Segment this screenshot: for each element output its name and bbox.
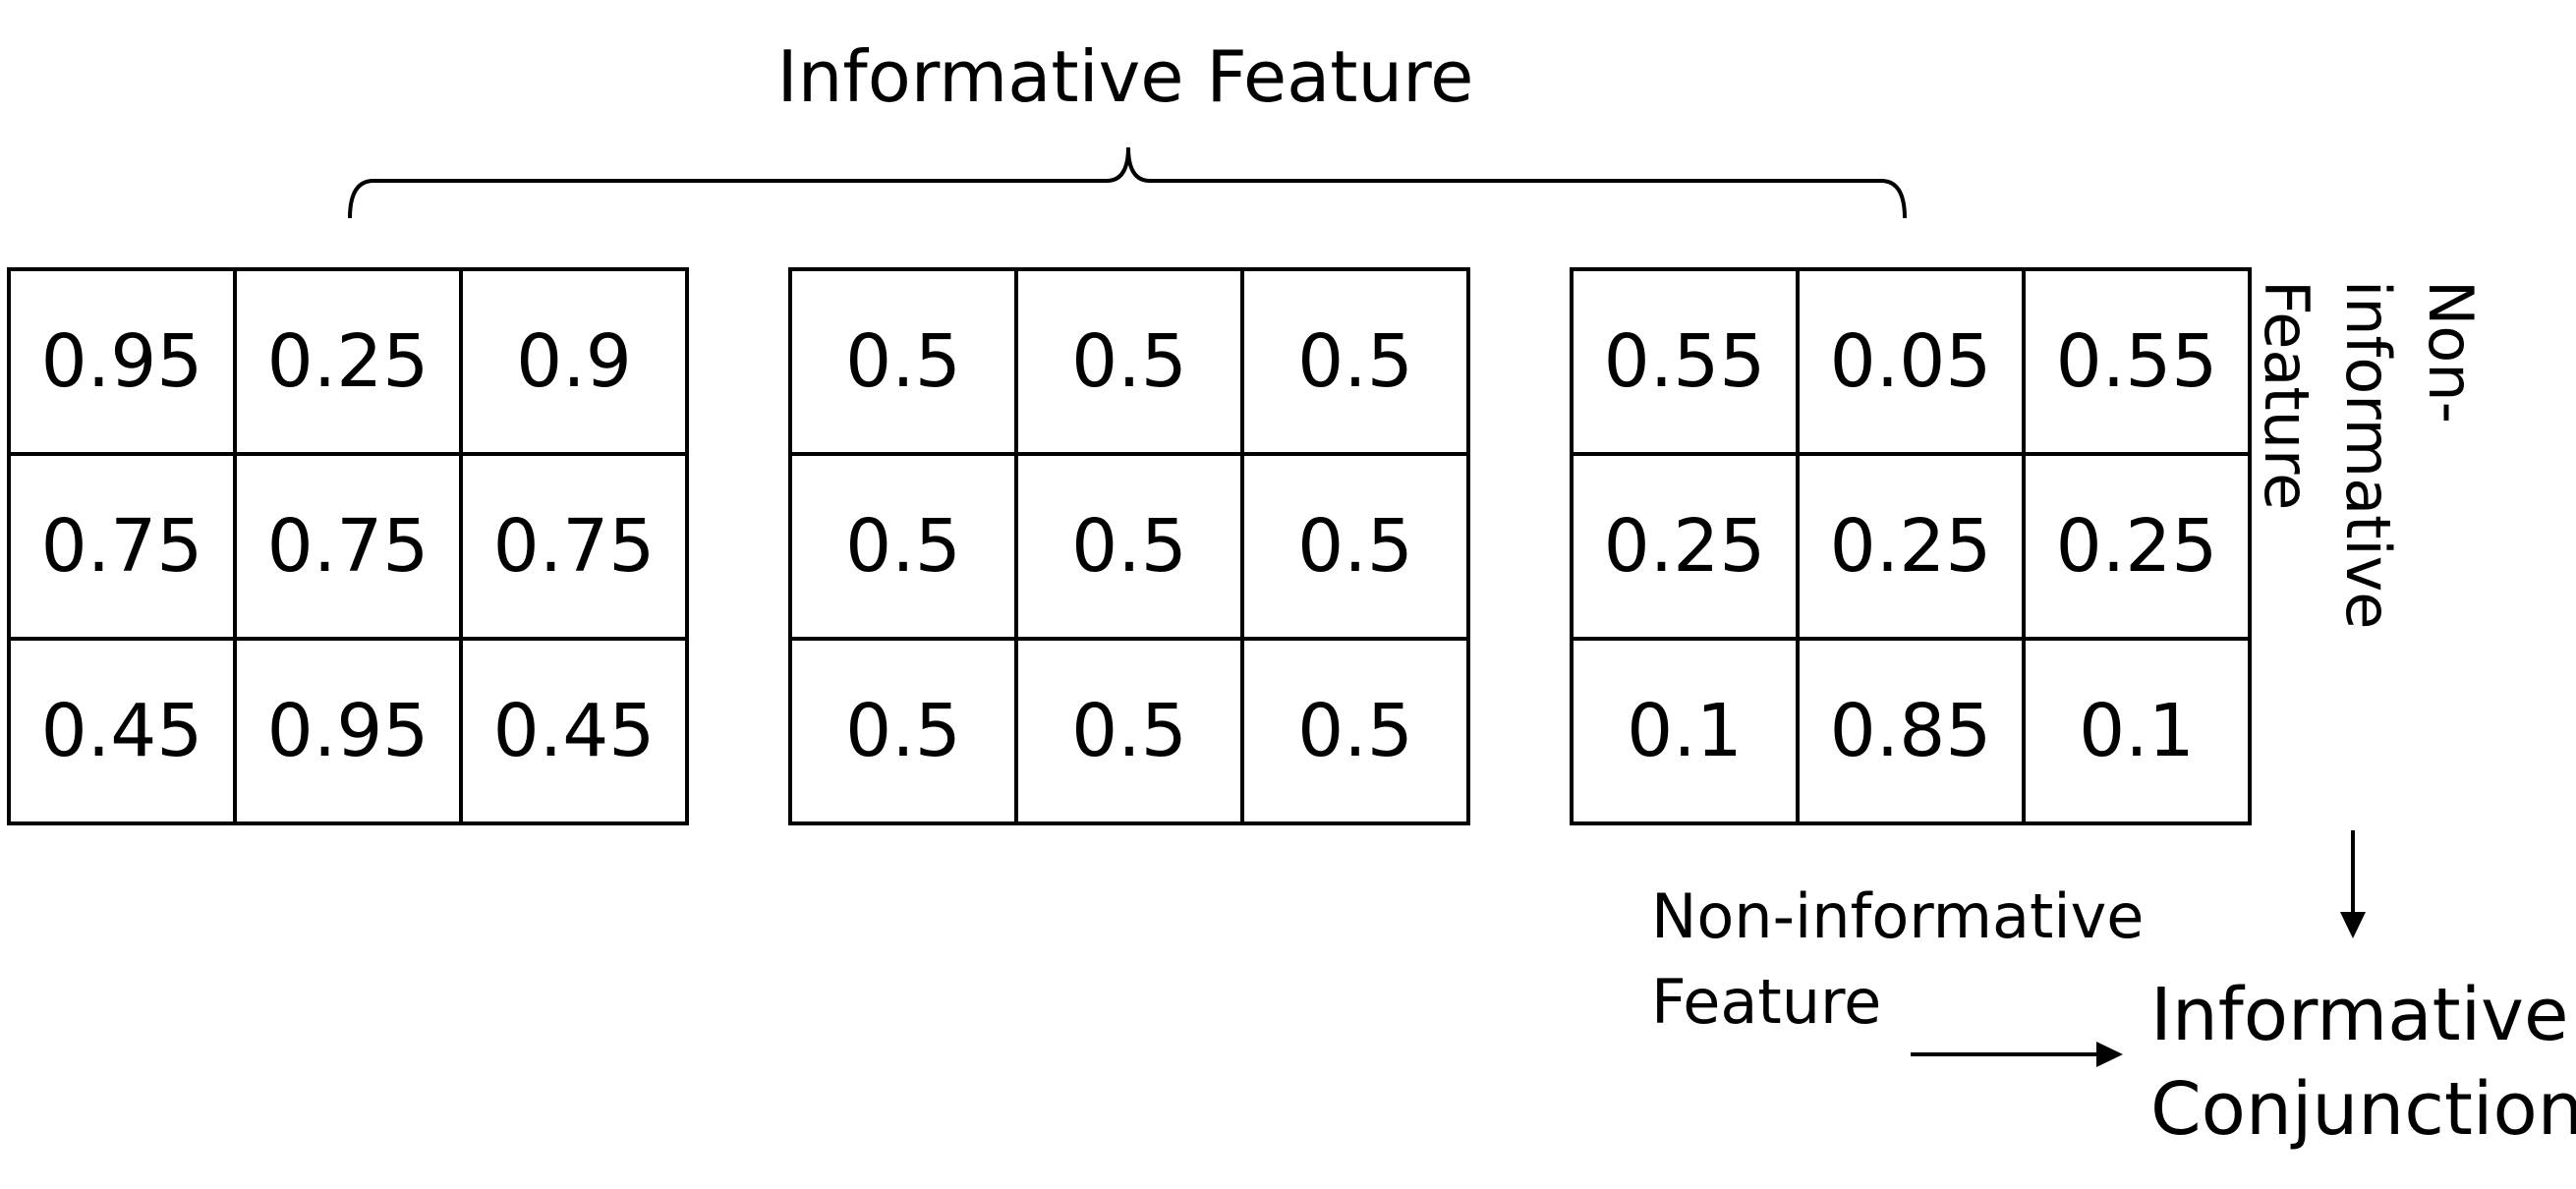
grid-cell: 0.05 [1796,267,2026,456]
bottom-non-informative-label: Non-informative Feature [1651,875,2202,1046]
informative-feature-label: Informative Feature [776,35,1474,118]
top-brace [348,146,1907,219]
grid-cell: 0.75 [7,452,237,641]
grid-cell: 0.95 [233,637,463,825]
grid-cell: 0.5 [788,267,1018,456]
grid-cell: 0.5 [788,452,1018,641]
grid-cell: 0.45 [7,637,237,825]
grid-cell: 0.75 [233,452,463,641]
grid-cell: 0.95 [7,267,237,456]
right-arrow-head [2096,1042,2123,1067]
grid-cell: 0.5 [1014,267,1244,456]
side-label-line: Feature [2250,280,2322,511]
grid-cell: 0.25 [1570,452,1800,641]
grid-cell: 0.5 [1240,267,1470,456]
grid-cell: 0.55 [1570,267,1800,456]
down-arrow-head [2340,912,2366,938]
grid-cell: 0.5 [1240,452,1470,641]
probability-grid-1: 0.95 0.25 0.9 0.75 0.75 0.75 0.45 0.95 0… [7,267,689,825]
grid-cell: 0.25 [233,267,463,456]
grid-cell: 0.45 [459,637,689,825]
grid-cell: 0.1 [2022,637,2252,825]
side-label-line: Non-informative [2332,280,2487,630]
grid-cell: 0.85 [1796,637,2026,825]
bottom-label-line: Non-informative [1651,880,2145,952]
grid-cell: 0.25 [1796,452,2026,641]
grid-cell: 0.9 [459,267,689,456]
grid-cell: 0.5 [1014,452,1244,641]
grid-cell: 0.5 [1014,637,1244,825]
side-non-informative-label: Non-informative Feature [2251,280,2491,771]
informative-conjunction-label: Informative Conjunction [2150,968,2576,1157]
result-label-line: Conjunction [2150,1067,2576,1153]
grid-cell: 0.55 [2022,267,2252,456]
probability-grid-2: 0.5 0.5 0.5 0.5 0.5 0.5 0.5 0.5 0.5 [788,267,1470,825]
result-label-line: Informative [2150,973,2569,1057]
grid-cell: 0.1 [1570,637,1800,825]
grid-cell: 0.5 [788,637,1018,825]
grid-cell: 0.5 [1240,637,1470,825]
probability-grid-3: 0.55 0.05 0.55 0.25 0.25 0.25 0.1 0.85 0… [1570,267,2252,825]
grid-cell: 0.25 [2022,452,2252,641]
bottom-label-line: Feature [1651,965,1882,1038]
grid-cell: 0.75 [459,452,689,641]
